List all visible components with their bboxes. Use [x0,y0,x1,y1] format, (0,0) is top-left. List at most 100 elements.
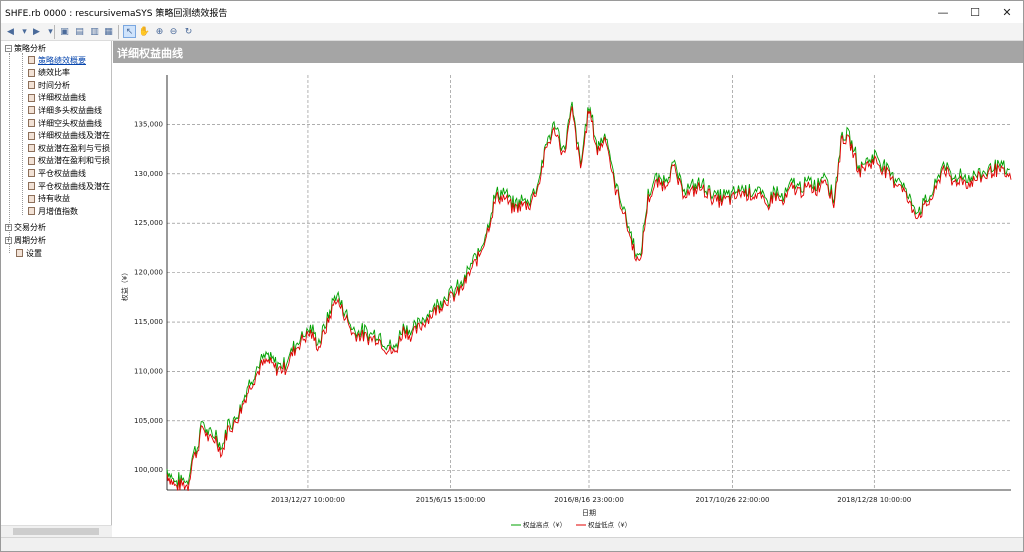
equity-high-line [166,101,1010,488]
tree-node-period-analysis[interactable]: + 周期分析 [5,234,46,246]
pan-hand-icon[interactable]: ✋ [138,26,151,37]
report-page-icon [28,81,35,90]
report-page-icon [28,56,35,64]
toolbar: ◀ ▾ ▶ ▾ ▣ ▤ ▥ ▦ ↖ ✋ ⊕ ⊖ ↻ [1,23,1023,41]
tree-item[interactable]: 权益潜在盈利和亏损 [28,155,110,167]
tree-horizontal-scrollbar[interactable] [1,525,112,537]
y-tick-label: 105,000 [134,417,163,425]
report-page-icon [28,156,35,165]
legend-label-low: 权益低点（¥） [588,520,631,529]
close-button[interactable]: ✕ [1002,5,1012,19]
title-bar: SHFE.rb 0000 : rescursivemaSYS 策略回测绩效报告 … [1,1,1023,23]
tree-item[interactable]: 平仓权益曲线 [28,167,86,179]
tree-item[interactable]: 权益潜在盈利与亏损 [28,142,110,154]
report-panel: 详细权益曲线 100,000 105,000 110,000 115,000 120,0… [113,41,1023,537]
tree-item[interactable]: 持有收益 [28,193,70,205]
equity-low-line [166,106,1012,491]
window-title: SHFE.rb 0000 : rescursivemaSYS 策略回测绩效报告 [5,9,228,19]
forward-icon[interactable]: ▶ [33,26,40,37]
expand-icon[interactable]: + [5,223,12,231]
x-tick-label: 2018/12/28 10:00:00 [837,496,911,504]
tree-item-label: 交易分析 [14,222,46,232]
collapse-icon[interactable]: − [5,44,12,52]
report-page-icon [28,194,35,203]
report-page-icon [28,106,35,115]
report-page-icon [28,182,35,190]
y-tick-label: 130,000 [134,170,163,178]
zoom-out-icon[interactable]: ⊖ [169,26,178,37]
y-axis-title: 权益（¥） [120,269,129,301]
tree-item[interactable]: 平仓权益曲线及潜在 [28,180,110,192]
x-tick-label: 2017/10/26 22:00:00 [695,496,769,504]
tree-item[interactable]: 详细权益曲线 [28,92,86,104]
x-tick-label: 2016/8/16 23:00:00 [554,496,624,504]
tree-node-strategy-analysis[interactable]: − 策略分析 [5,42,46,54]
tree-item[interactable]: 绩效比率 [28,67,70,79]
tree-item-label: 详细权益曲线及潜在 [38,131,110,141]
report-page-icon [28,207,35,216]
x-axis-title: 日期 [582,509,596,517]
back-dropdown-icon[interactable]: ▾ [22,26,27,37]
tree-item[interactable]: 策略绩效概要 [28,54,86,66]
tree-item-label: 详细多头权益曲线 [38,105,102,115]
tree-node-settings[interactable]: 设置 [16,247,42,259]
tree-guide-line [9,53,10,253]
tree-item-label: 权益潜在盈利和亏损 [38,156,110,166]
pointer-icon[interactable]: ↖ [123,25,136,38]
report-page-icon [28,68,35,77]
tree-item-label: 详细空头权益曲线 [38,118,102,128]
toolbar-separator [54,25,55,39]
tree-item-label: 详细权益曲线 [38,93,86,103]
y-tick-label: 125,000 [134,219,163,227]
panel-title: 详细权益曲线 [113,41,1023,63]
tree-node-trade-analysis[interactable]: + 交易分析 [5,221,46,233]
tree-item-label: 周期分析 [14,235,46,245]
tree-item-label: 策略绩效概要 [38,55,86,65]
minimize-button[interactable]: — [937,5,949,19]
tree-item[interactable]: 详细权益曲线及潜在 [28,130,110,142]
tree-item[interactable]: 详细多头权益曲线 [28,104,102,116]
report-page-icon [28,119,35,127]
scrollbar-thumb[interactable] [13,528,99,535]
tree-item-label: 时间分析 [38,80,70,90]
report-page-icon [16,249,23,257]
x-tick-label: 2015/6/15 15:00:00 [416,496,486,504]
legend-label-high: 权益高点（¥） [523,520,566,529]
tree-item[interactable]: 月增值指数 [28,205,78,217]
report-page-icon [28,169,35,178]
back-icon[interactable]: ◀ [7,26,14,37]
expand-icon[interactable]: + [5,236,12,244]
tree-item-label: 策略分析 [14,43,46,53]
tree-item-label: 设置 [26,248,42,258]
toolbar-separator [118,25,119,39]
y-tick-label: 135,000 [134,120,163,128]
equity-chart: 100,000 105,000 110,000 115,000 120,000 125,0… [120,75,1012,529]
refresh-icon[interactable]: ↻ [184,26,193,37]
y-tick-label: 110,000 [134,367,163,375]
page-setup-icon[interactable]: ▦ [104,26,113,37]
tree-item-label: 持有收益 [38,194,70,204]
tree-item-label: 平仓权益曲线 [38,168,86,178]
tree-item[interactable]: 时间分析 [28,79,70,91]
y-tick-label: 120,000 [134,269,163,277]
print-icon[interactable]: ▥ [90,26,99,37]
status-bar [1,537,1023,551]
tree-item-label: 月增值指数 [38,206,78,216]
forward-dropdown-icon[interactable]: ▾ [48,26,53,37]
report-page-icon [28,93,35,102]
tree-guide-line [22,53,23,215]
report-page-icon [28,144,35,153]
navigation-tree: − 策略分析 策略绩效概要 绩效比率 时间分析 详细权益曲线 详细多头权益曲线 详细空头权益曲… [1,41,112,537]
export-icon[interactable]: ▤ [75,26,84,37]
maximize-button[interactable]: ☐ [970,5,980,19]
report-page-icon [28,131,35,140]
tree-item-label: 绩效比率 [38,68,70,78]
zoom-in-icon[interactable]: ⊕ [155,26,164,37]
x-tick-label: 2013/12/27 10:00:00 [271,496,345,504]
save-icon[interactable]: ▣ [60,26,69,37]
y-tick-label: 115,000 [134,318,163,326]
tree-item-label: 平仓权益曲线及潜在 [38,181,110,191]
tree-item-label: 权益潜在盈利与亏损 [38,143,110,153]
tree-item[interactable]: 详细空头权益曲线 [28,117,102,129]
y-tick-label: 100,000 [134,466,163,474]
